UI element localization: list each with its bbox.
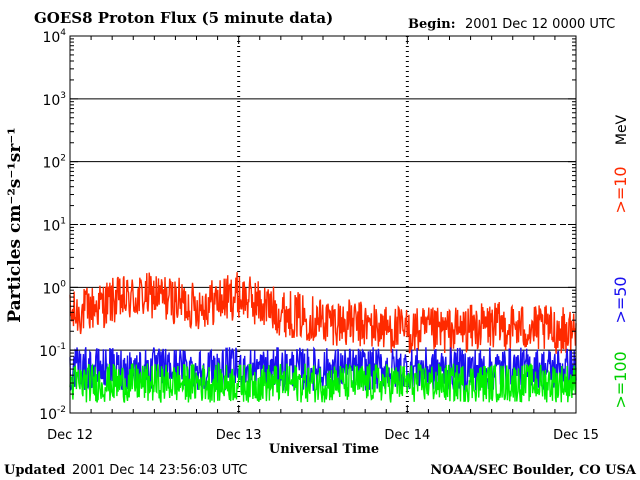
y-tick-label-exponent: 3 [60,91,66,101]
y-tick-label: 101 [42,217,66,235]
y-tick-label: 103 [42,91,66,109]
x-tick-label: Dec 12 [47,428,93,443]
source-credit: NOAA/SEC Boulder, CO USA [430,463,637,478]
x-tick-label: Dec 15 [553,428,599,443]
y-tick-label-exponent: 4 [60,28,66,38]
x-axis: Dec 12 Dec 13 Dec 14 Dec 15 [47,36,599,443]
legend-ge50: >=50 [611,276,630,323]
y-tick-label-base: 10 [42,30,60,46]
y-tick-label-base: 10 [42,281,60,297]
x-tick-label: Dec 13 [216,428,262,443]
y-tick-label-base: 10 [42,156,60,172]
y-tick-label-base: 10 [39,344,57,360]
y-tick-label: 104 [42,28,66,46]
series-line-ge10 [69,272,577,355]
y-tick-label-exponent: 0 [60,279,66,289]
legend-ge10: >=10 [611,166,630,213]
y-tick-label: 10-2 [39,405,66,423]
y-tick-label-exponent: -1 [57,342,66,352]
updated-label: Updated [4,463,65,478]
legend: MeV >=10 >=50 >=100 [611,114,630,408]
y-tick-label-base: 10 [39,407,57,423]
legend-unit: MeV [614,114,630,145]
x-axis-label: Universal Time [269,442,379,457]
chart-title: GOES8 Proton Flux (5 minute data) [34,9,333,27]
y-tick-label: 102 [42,154,66,172]
y-tick-label-exponent: -2 [57,405,66,415]
y-tick-label: 10-1 [39,342,66,360]
begin-value: 2001 Dec 12 0000 UTC [465,17,615,32]
plot-area [69,35,577,414]
y-tick-label-base: 10 [42,219,60,235]
x-tick-label: Dec 14 [384,428,430,443]
begin-label: Begin: [408,17,456,32]
legend-ge100: >=100 [611,351,630,408]
updated-value: 2001 Dec 14 23:56:03 UTC [72,463,247,478]
y-tick-label-exponent: 2 [60,154,66,164]
series-line-ge50 [69,346,577,393]
y-tick-label-base: 10 [42,93,60,109]
y-tick-label: 100 [42,279,66,297]
y-axis-label: Particles cm⁻²s⁻¹sr⁻¹ [5,127,25,322]
y-tick-label-exponent: 1 [60,217,66,227]
series-line-ge100 [69,361,577,403]
y-axis-label-text: Particles cm⁻²s⁻¹sr⁻¹ [5,127,25,322]
